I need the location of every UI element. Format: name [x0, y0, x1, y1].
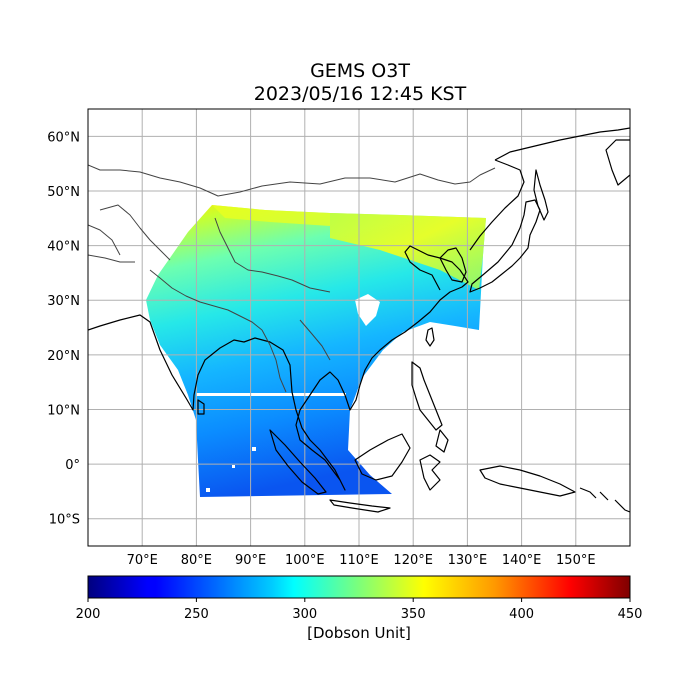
latitude-tick-label: 10°N: [47, 403, 80, 418]
coastline-taiwan: [425, 327, 435, 347]
coastline-borneo: [354, 433, 411, 481]
coastlines: [88, 127, 630, 513]
colorbar: [87, 575, 631, 599]
gridlines: [88, 109, 630, 546]
latitude-tick-label: 0°: [65, 458, 80, 473]
longitude-tick-label: 70°E: [127, 553, 158, 568]
latitude-tick-label: 30°N: [47, 294, 80, 309]
colorbar-tick-label: 400: [509, 607, 534, 622]
map-title: GEMS O3T: [310, 60, 410, 82]
longitude-tick-label: 150°E: [556, 553, 596, 568]
latitude-tick-label: 20°N: [47, 349, 80, 364]
latitude-tick-label: 50°N: [47, 185, 80, 200]
longitude-tick-label: 120°E: [393, 553, 433, 568]
longitude-tick-labels: 70°E 80°E 90°E 100°E 110°E 120°E 130°E 140°E 150…: [127, 553, 596, 568]
coastline-sakhalin: [533, 169, 549, 221]
colorbar-tick-label: 300: [292, 607, 317, 622]
longitude-tick-label: 130°E: [448, 553, 488, 568]
missing-data-patch: [355, 294, 380, 326]
map-frame: [87, 108, 631, 547]
coastline-java: [329, 499, 391, 513]
colorbar-tick-label: 350: [401, 607, 426, 622]
longitude-tick-label: 140°E: [502, 553, 542, 568]
missing-data-stripe: [196, 393, 346, 396]
colorbar-tick-label: 200: [76, 607, 101, 622]
latitude-tick-labels: 60°N 50°N 40°N 30°N 20°N 10°N 0° 10°S: [47, 130, 80, 527]
colorbar-tick-label: 450: [618, 607, 643, 622]
latitude-tick-label: 60°N: [47, 130, 80, 145]
coastline-sulawesi: [419, 454, 441, 491]
ozone-swath-main: [146, 205, 486, 497]
coastline-sri-lanka: [197, 399, 205, 415]
latitude-tick-label: 10°S: [49, 513, 80, 528]
colorbar-label: [Dobson Unit]: [307, 624, 411, 642]
coastline-far-east: [469, 127, 630, 251]
longitude-tick-label: 100°E: [285, 553, 325, 568]
coastline-sumatra: [269, 429, 327, 495]
colorbar-ticks: 200 250 300 350 400 450: [76, 598, 643, 622]
latitude-tick-label: 40°N: [47, 240, 80, 255]
longitude-tick-label: 80°E: [181, 553, 212, 568]
coastline-korea: [439, 247, 467, 283]
country-borders: [88, 164, 496, 393]
ozone-swath-north-edge: [212, 205, 330, 226]
colorbar-tick-label: 250: [184, 607, 209, 622]
map-subtitle: 2023/05/16 12:45 KST: [253, 83, 467, 105]
coastline-mainland: [88, 245, 469, 491]
coastline-philippines: [411, 361, 449, 453]
coastline-new-guinea: [479, 465, 576, 497]
coastline-islands-east: [579, 487, 630, 513]
longitude-tick-label: 110°E: [339, 553, 379, 568]
longitude-tick-label: 90°E: [235, 553, 266, 568]
